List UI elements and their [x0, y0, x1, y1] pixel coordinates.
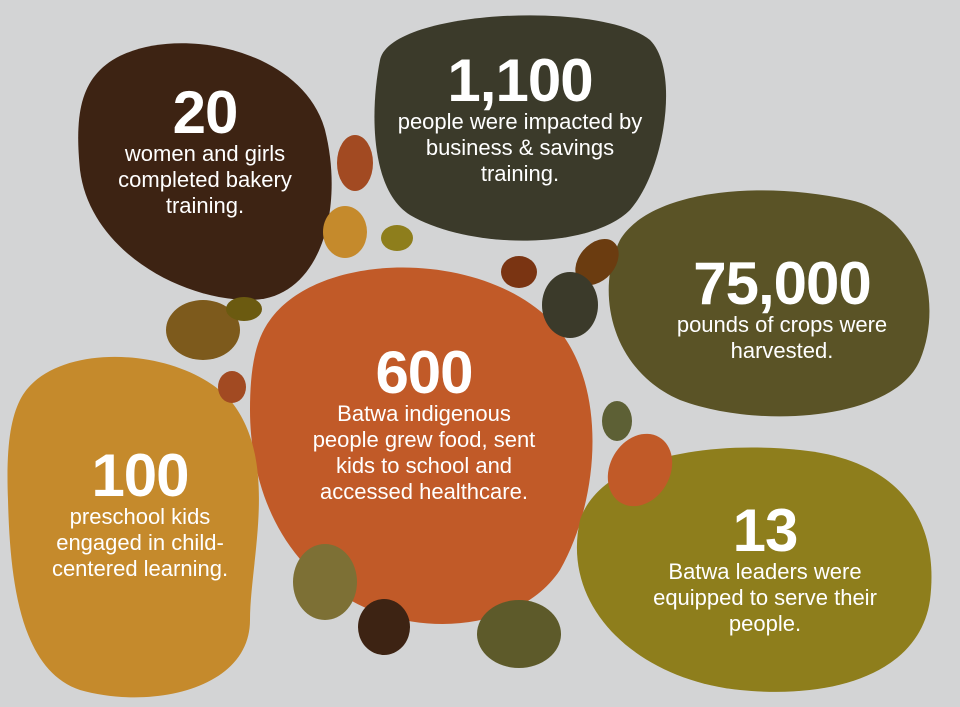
stat: 20 women and girls completed bakery trai… [95, 85, 315, 219]
pebble [542, 272, 598, 338]
stat: 1,100 people were impacted by business &… [385, 53, 655, 187]
stat-text: Batwa leaders were equipped to serve the… [640, 559, 890, 637]
pebble [358, 599, 410, 655]
infographic: 20 women and girls completed bakery trai… [0, 0, 960, 707]
stat: 600 Batwa indigenous people grew food, s… [309, 345, 539, 505]
pebble [337, 135, 373, 191]
stat: 13 Batwa leaders were equipped to serve … [640, 503, 890, 637]
stat-text: pounds of crops were harvested. [647, 312, 917, 364]
pebble [218, 371, 246, 403]
stat-number: 75,000 [647, 256, 917, 312]
pebble [477, 600, 561, 668]
stat-text: Batwa indigenous people grew food, sent … [309, 401, 539, 505]
pebble [381, 225, 413, 251]
stat-text: women and girls completed bakery trainin… [95, 141, 315, 219]
pebble [501, 256, 537, 288]
stat-number: 100 [50, 448, 230, 504]
stat-text: people were impacted by business & savin… [385, 109, 655, 187]
pebble [323, 206, 367, 258]
stat-number: 13 [640, 503, 890, 559]
pebble [602, 401, 632, 441]
pebble [226, 297, 262, 321]
pebble [293, 544, 357, 620]
stat-number: 1,100 [385, 53, 655, 109]
stat: 100 preschool kids engaged in child-cent… [50, 448, 230, 582]
stat: 75,000 pounds of crops were harvested. [647, 256, 917, 364]
stat-text: preschool kids engaged in child-centered… [50, 504, 230, 582]
stat-number: 20 [95, 85, 315, 141]
stat-number: 600 [309, 345, 539, 401]
